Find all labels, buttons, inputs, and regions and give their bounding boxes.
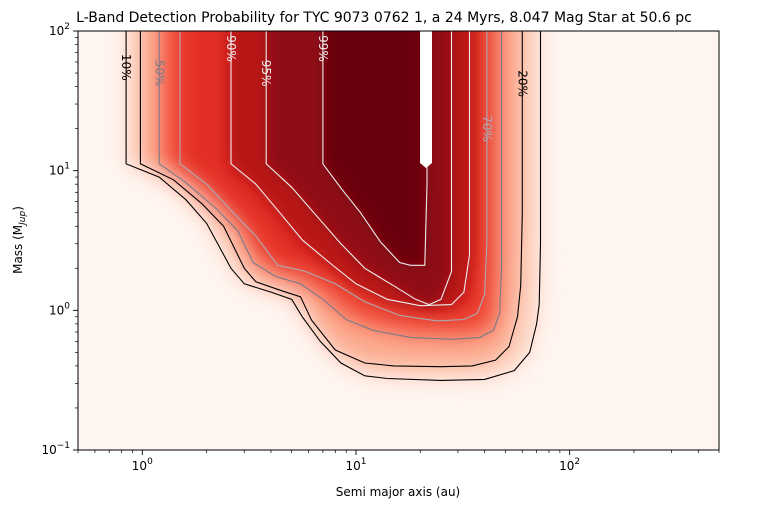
contour-label-90pct: 90% — [224, 35, 238, 62]
y-axis-ticks: 10−1 100 101 102 — [41, 22, 78, 457]
heat-core-99pct — [322, 31, 427, 266]
y-tick-label: 100 — [49, 301, 70, 317]
contour-label-99pct: 99% — [316, 35, 330, 62]
contour-line-95pct — [265, 31, 453, 306]
y-tick-label: 101 — [49, 162, 70, 178]
contour-line-70pct — [179, 31, 488, 322]
x-axis-ticks: 100 101 102 — [77, 450, 720, 473]
x-axis-label: Semi major axis (au) — [336, 485, 460, 499]
y-axis-label: Mass (MJup) — [11, 206, 28, 274]
unsampled-gap — [420, 31, 432, 168]
y-axis-label-main: Mass (M — [11, 225, 25, 274]
contour-label-20pct: 20% — [515, 70, 529, 97]
contour-line-50pct — [158, 31, 503, 340]
y-axis-label-close: ) — [11, 206, 25, 211]
contour-label-70pct: 70% — [480, 115, 494, 142]
contour-line-99pct — [322, 31, 428, 266]
contour-line-20pct — [139, 31, 523, 368]
contour-label-10pct: 10% — [119, 54, 133, 81]
contour-line-90pct — [230, 31, 471, 307]
plot-frame — [77, 30, 720, 451]
x-tick-label: 102 — [559, 457, 580, 473]
y-tick-label: 102 — [49, 22, 70, 38]
x-tick-label: 101 — [345, 457, 366, 473]
y-tick-label: 10−1 — [41, 441, 70, 457]
contour-label-50pct: 50% — [152, 60, 166, 87]
contour-labels: 10% 50% 90% 95% 99% 70% 20% — [119, 35, 529, 142]
contour-label-95pct: 95% — [259, 60, 273, 87]
contour-line-10pct — [125, 31, 542, 381]
x-tick-label: 100 — [132, 457, 153, 473]
y-axis-label-sub: Jup — [18, 210, 28, 226]
contour-layer — [125, 31, 542, 381]
chart-title: L-Band Detection Probability for TYC 907… — [76, 10, 692, 26]
